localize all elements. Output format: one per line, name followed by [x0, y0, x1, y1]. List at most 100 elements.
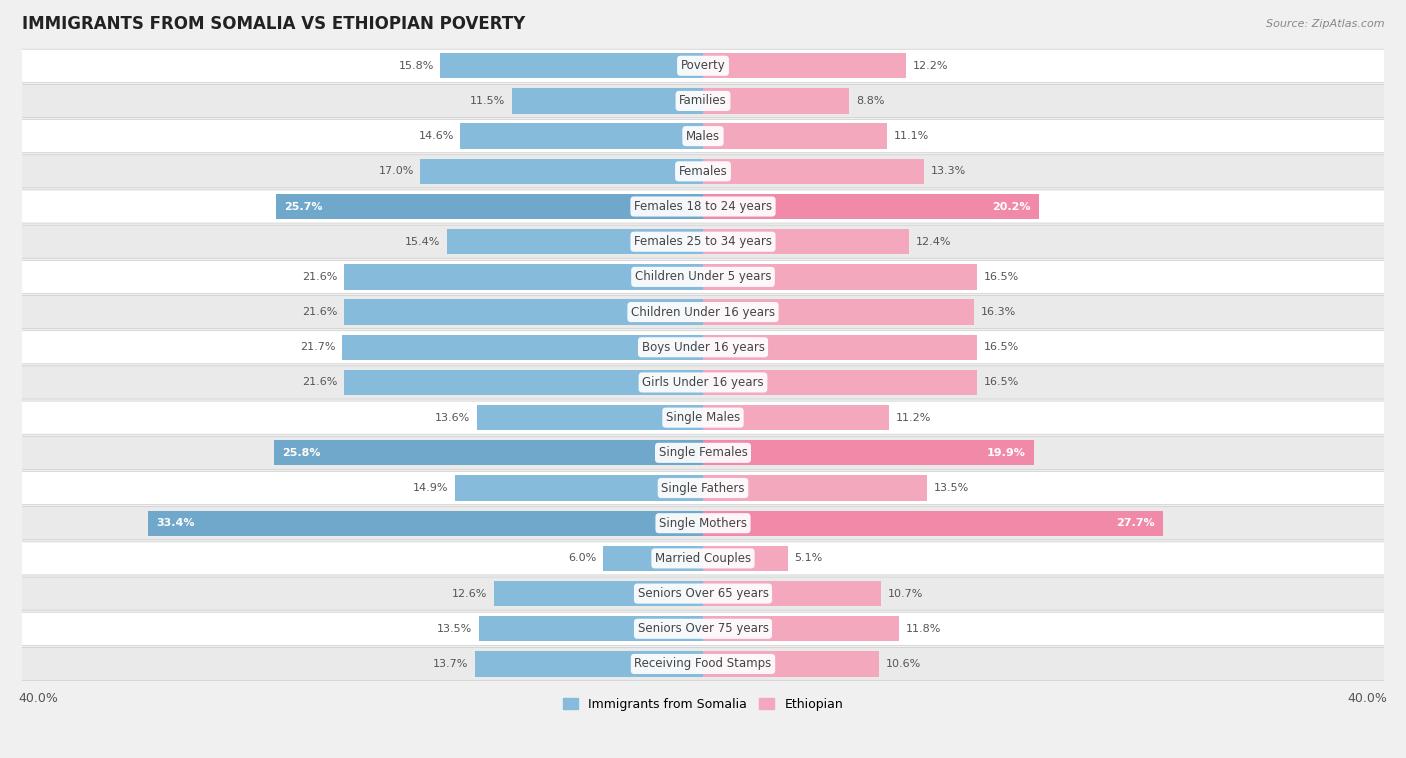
Text: Females 25 to 34 years: Females 25 to 34 years — [634, 235, 772, 248]
Text: Single Males: Single Males — [666, 411, 740, 424]
Text: Families: Families — [679, 95, 727, 108]
Bar — [703, 334, 977, 360]
Text: 27.7%: 27.7% — [1116, 518, 1154, 528]
Bar — [703, 616, 898, 641]
Text: 11.2%: 11.2% — [896, 412, 931, 423]
Bar — [447, 229, 703, 255]
Text: 15.8%: 15.8% — [398, 61, 434, 70]
FancyBboxPatch shape — [13, 401, 1393, 434]
Bar — [344, 265, 703, 290]
Text: Source: ZipAtlas.com: Source: ZipAtlas.com — [1267, 19, 1385, 29]
Text: 13.3%: 13.3% — [931, 166, 966, 177]
Bar — [456, 475, 703, 501]
Bar — [703, 581, 880, 606]
Text: Females 18 to 24 years: Females 18 to 24 years — [634, 200, 772, 213]
Text: 21.6%: 21.6% — [302, 377, 337, 387]
FancyBboxPatch shape — [13, 471, 1393, 505]
Text: 16.3%: 16.3% — [980, 307, 1015, 317]
Bar — [703, 53, 905, 78]
Text: 13.6%: 13.6% — [434, 412, 471, 423]
Bar — [477, 405, 703, 431]
FancyBboxPatch shape — [13, 49, 1393, 83]
Text: 25.7%: 25.7% — [284, 202, 323, 211]
Bar — [440, 53, 703, 78]
Text: Girls Under 16 years: Girls Under 16 years — [643, 376, 763, 389]
FancyBboxPatch shape — [13, 330, 1393, 364]
Bar — [460, 124, 703, 149]
Bar — [703, 511, 1163, 536]
FancyBboxPatch shape — [13, 296, 1393, 329]
Bar — [703, 440, 1033, 465]
Text: Seniors Over 65 years: Seniors Over 65 years — [637, 587, 769, 600]
Text: 16.5%: 16.5% — [984, 377, 1019, 387]
Text: Seniors Over 75 years: Seniors Over 75 years — [637, 622, 769, 635]
Text: Children Under 16 years: Children Under 16 years — [631, 305, 775, 318]
Text: 14.9%: 14.9% — [413, 483, 449, 493]
Bar — [148, 511, 703, 536]
Text: 16.5%: 16.5% — [984, 272, 1019, 282]
Bar — [475, 651, 703, 677]
FancyBboxPatch shape — [13, 84, 1393, 117]
Text: 21.6%: 21.6% — [302, 307, 337, 317]
FancyBboxPatch shape — [13, 225, 1393, 258]
FancyBboxPatch shape — [13, 437, 1393, 469]
Bar — [703, 158, 924, 184]
Text: IMMIGRANTS FROM SOMALIA VS ETHIOPIAN POVERTY: IMMIGRANTS FROM SOMALIA VS ETHIOPIAN POV… — [21, 15, 524, 33]
Text: 13.5%: 13.5% — [437, 624, 472, 634]
Text: 12.4%: 12.4% — [915, 236, 952, 246]
Text: 10.6%: 10.6% — [886, 659, 921, 669]
Bar — [603, 546, 703, 571]
Bar — [274, 440, 703, 465]
Text: 13.5%: 13.5% — [934, 483, 969, 493]
Text: 11.5%: 11.5% — [470, 96, 505, 106]
FancyBboxPatch shape — [13, 155, 1393, 188]
Bar — [494, 581, 703, 606]
Text: Single Fathers: Single Fathers — [661, 481, 745, 494]
FancyBboxPatch shape — [13, 260, 1393, 293]
Bar — [703, 405, 889, 431]
Text: Boys Under 16 years: Boys Under 16 years — [641, 341, 765, 354]
FancyBboxPatch shape — [13, 190, 1393, 223]
Bar — [703, 124, 887, 149]
Text: Single Mothers: Single Mothers — [659, 517, 747, 530]
Bar — [703, 229, 910, 255]
Text: 19.9%: 19.9% — [987, 448, 1025, 458]
Bar — [703, 299, 974, 324]
Text: 21.6%: 21.6% — [302, 272, 337, 282]
Text: 6.0%: 6.0% — [568, 553, 596, 563]
Text: 14.6%: 14.6% — [419, 131, 454, 141]
Text: Receiving Food Stamps: Receiving Food Stamps — [634, 657, 772, 671]
FancyBboxPatch shape — [13, 506, 1393, 540]
Text: 12.6%: 12.6% — [451, 588, 486, 599]
Bar — [703, 88, 849, 114]
Text: 25.8%: 25.8% — [283, 448, 321, 458]
Text: 15.4%: 15.4% — [405, 236, 440, 246]
Text: 8.8%: 8.8% — [856, 96, 884, 106]
Bar — [703, 475, 928, 501]
Text: Married Couples: Married Couples — [655, 552, 751, 565]
Bar — [703, 370, 977, 395]
FancyBboxPatch shape — [13, 612, 1393, 645]
Bar — [478, 616, 703, 641]
FancyBboxPatch shape — [13, 542, 1393, 575]
Bar — [512, 88, 703, 114]
Text: 11.1%: 11.1% — [894, 131, 929, 141]
Bar — [343, 334, 703, 360]
Bar — [703, 546, 787, 571]
FancyBboxPatch shape — [13, 577, 1393, 610]
Bar — [420, 158, 703, 184]
Bar — [703, 651, 879, 677]
FancyBboxPatch shape — [13, 120, 1393, 152]
Bar — [344, 299, 703, 324]
Legend: Immigrants from Somalia, Ethiopian: Immigrants from Somalia, Ethiopian — [558, 693, 848, 716]
Text: Males: Males — [686, 130, 720, 143]
Bar — [276, 194, 703, 219]
Text: 5.1%: 5.1% — [794, 553, 823, 563]
Text: Poverty: Poverty — [681, 59, 725, 72]
Text: 13.7%: 13.7% — [433, 659, 468, 669]
Text: Children Under 5 years: Children Under 5 years — [634, 271, 772, 283]
Bar — [703, 265, 977, 290]
Text: 16.5%: 16.5% — [984, 343, 1019, 352]
Text: 20.2%: 20.2% — [991, 202, 1031, 211]
FancyBboxPatch shape — [13, 366, 1393, 399]
